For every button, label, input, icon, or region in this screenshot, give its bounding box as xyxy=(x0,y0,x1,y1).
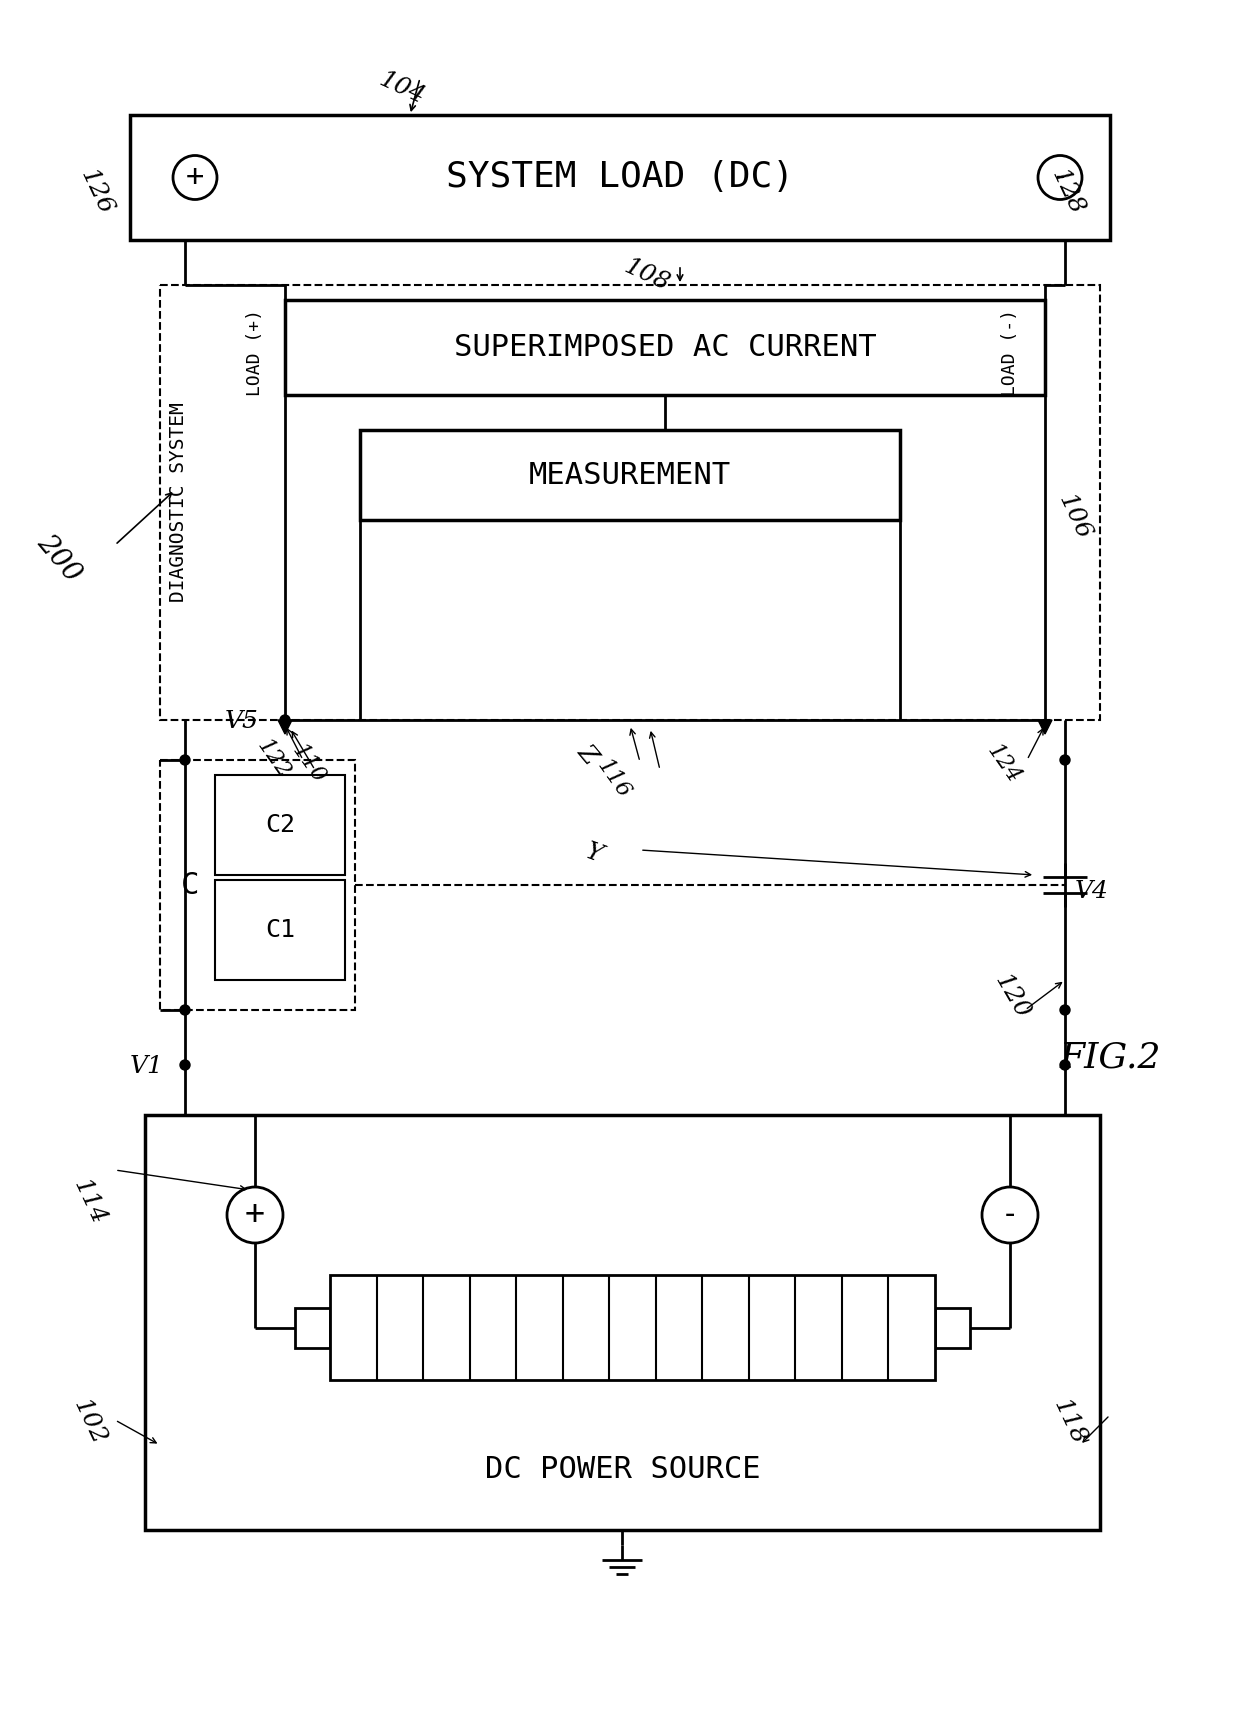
Text: +: + xyxy=(246,1199,265,1232)
Bar xyxy=(145,1114,1100,1530)
Text: +: + xyxy=(186,162,205,191)
Text: DIAGNOSTIC SYSTEM: DIAGNOSTIC SYSTEM xyxy=(169,402,187,602)
Text: V1: V1 xyxy=(130,1056,164,1078)
Text: -: - xyxy=(1001,1201,1019,1230)
Circle shape xyxy=(180,756,190,764)
Text: DC POWER SOURCE: DC POWER SOURCE xyxy=(485,1456,760,1485)
Text: V4: V4 xyxy=(1075,880,1109,902)
Text: 104: 104 xyxy=(376,67,428,109)
Text: C2: C2 xyxy=(265,812,295,837)
Circle shape xyxy=(1060,756,1070,764)
Text: V5: V5 xyxy=(224,711,259,733)
Circle shape xyxy=(1060,1006,1070,1014)
Text: 116: 116 xyxy=(591,756,635,802)
Text: C1: C1 xyxy=(265,918,295,942)
Text: 120: 120 xyxy=(990,969,1034,1023)
Text: SYSTEM LOAD (DC): SYSTEM LOAD (DC) xyxy=(446,160,794,195)
Text: MEASUREMENT: MEASUREMENT xyxy=(529,461,732,490)
Text: 108: 108 xyxy=(620,255,673,297)
Bar xyxy=(160,761,355,1011)
Text: 128: 128 xyxy=(1047,166,1089,217)
Text: 110: 110 xyxy=(286,740,330,787)
Bar xyxy=(360,430,900,519)
Text: C: C xyxy=(181,871,200,899)
Text: -: - xyxy=(1052,164,1069,191)
Bar xyxy=(215,775,345,875)
Text: 106: 106 xyxy=(1054,490,1095,543)
Text: 124: 124 xyxy=(982,740,1024,787)
Bar xyxy=(160,285,1100,719)
Circle shape xyxy=(280,714,290,724)
Polygon shape xyxy=(278,719,291,735)
Text: 122: 122 xyxy=(252,735,294,783)
Bar xyxy=(215,880,345,980)
Text: 200: 200 xyxy=(31,530,86,588)
Bar xyxy=(935,1308,970,1347)
Text: 114: 114 xyxy=(69,1175,110,1228)
Text: Y: Y xyxy=(582,840,605,868)
Circle shape xyxy=(180,1059,190,1070)
Text: LOAD (+): LOAD (+) xyxy=(246,309,264,397)
Text: SUPERIMPOSED AC CURRENT: SUPERIMPOSED AC CURRENT xyxy=(454,333,877,362)
Polygon shape xyxy=(1038,719,1052,735)
Circle shape xyxy=(1060,1059,1070,1070)
Bar xyxy=(285,300,1045,395)
Text: 118: 118 xyxy=(1049,1396,1090,1447)
Circle shape xyxy=(180,1006,190,1014)
Text: 126: 126 xyxy=(76,166,117,217)
Text: FIG.2: FIG.2 xyxy=(1060,1040,1162,1075)
Bar xyxy=(330,1275,935,1380)
Bar xyxy=(130,116,1110,240)
Text: Z: Z xyxy=(573,740,601,768)
Bar xyxy=(295,1308,330,1347)
Text: 102: 102 xyxy=(69,1396,110,1447)
Text: LOAD (-): LOAD (-) xyxy=(1001,309,1019,397)
